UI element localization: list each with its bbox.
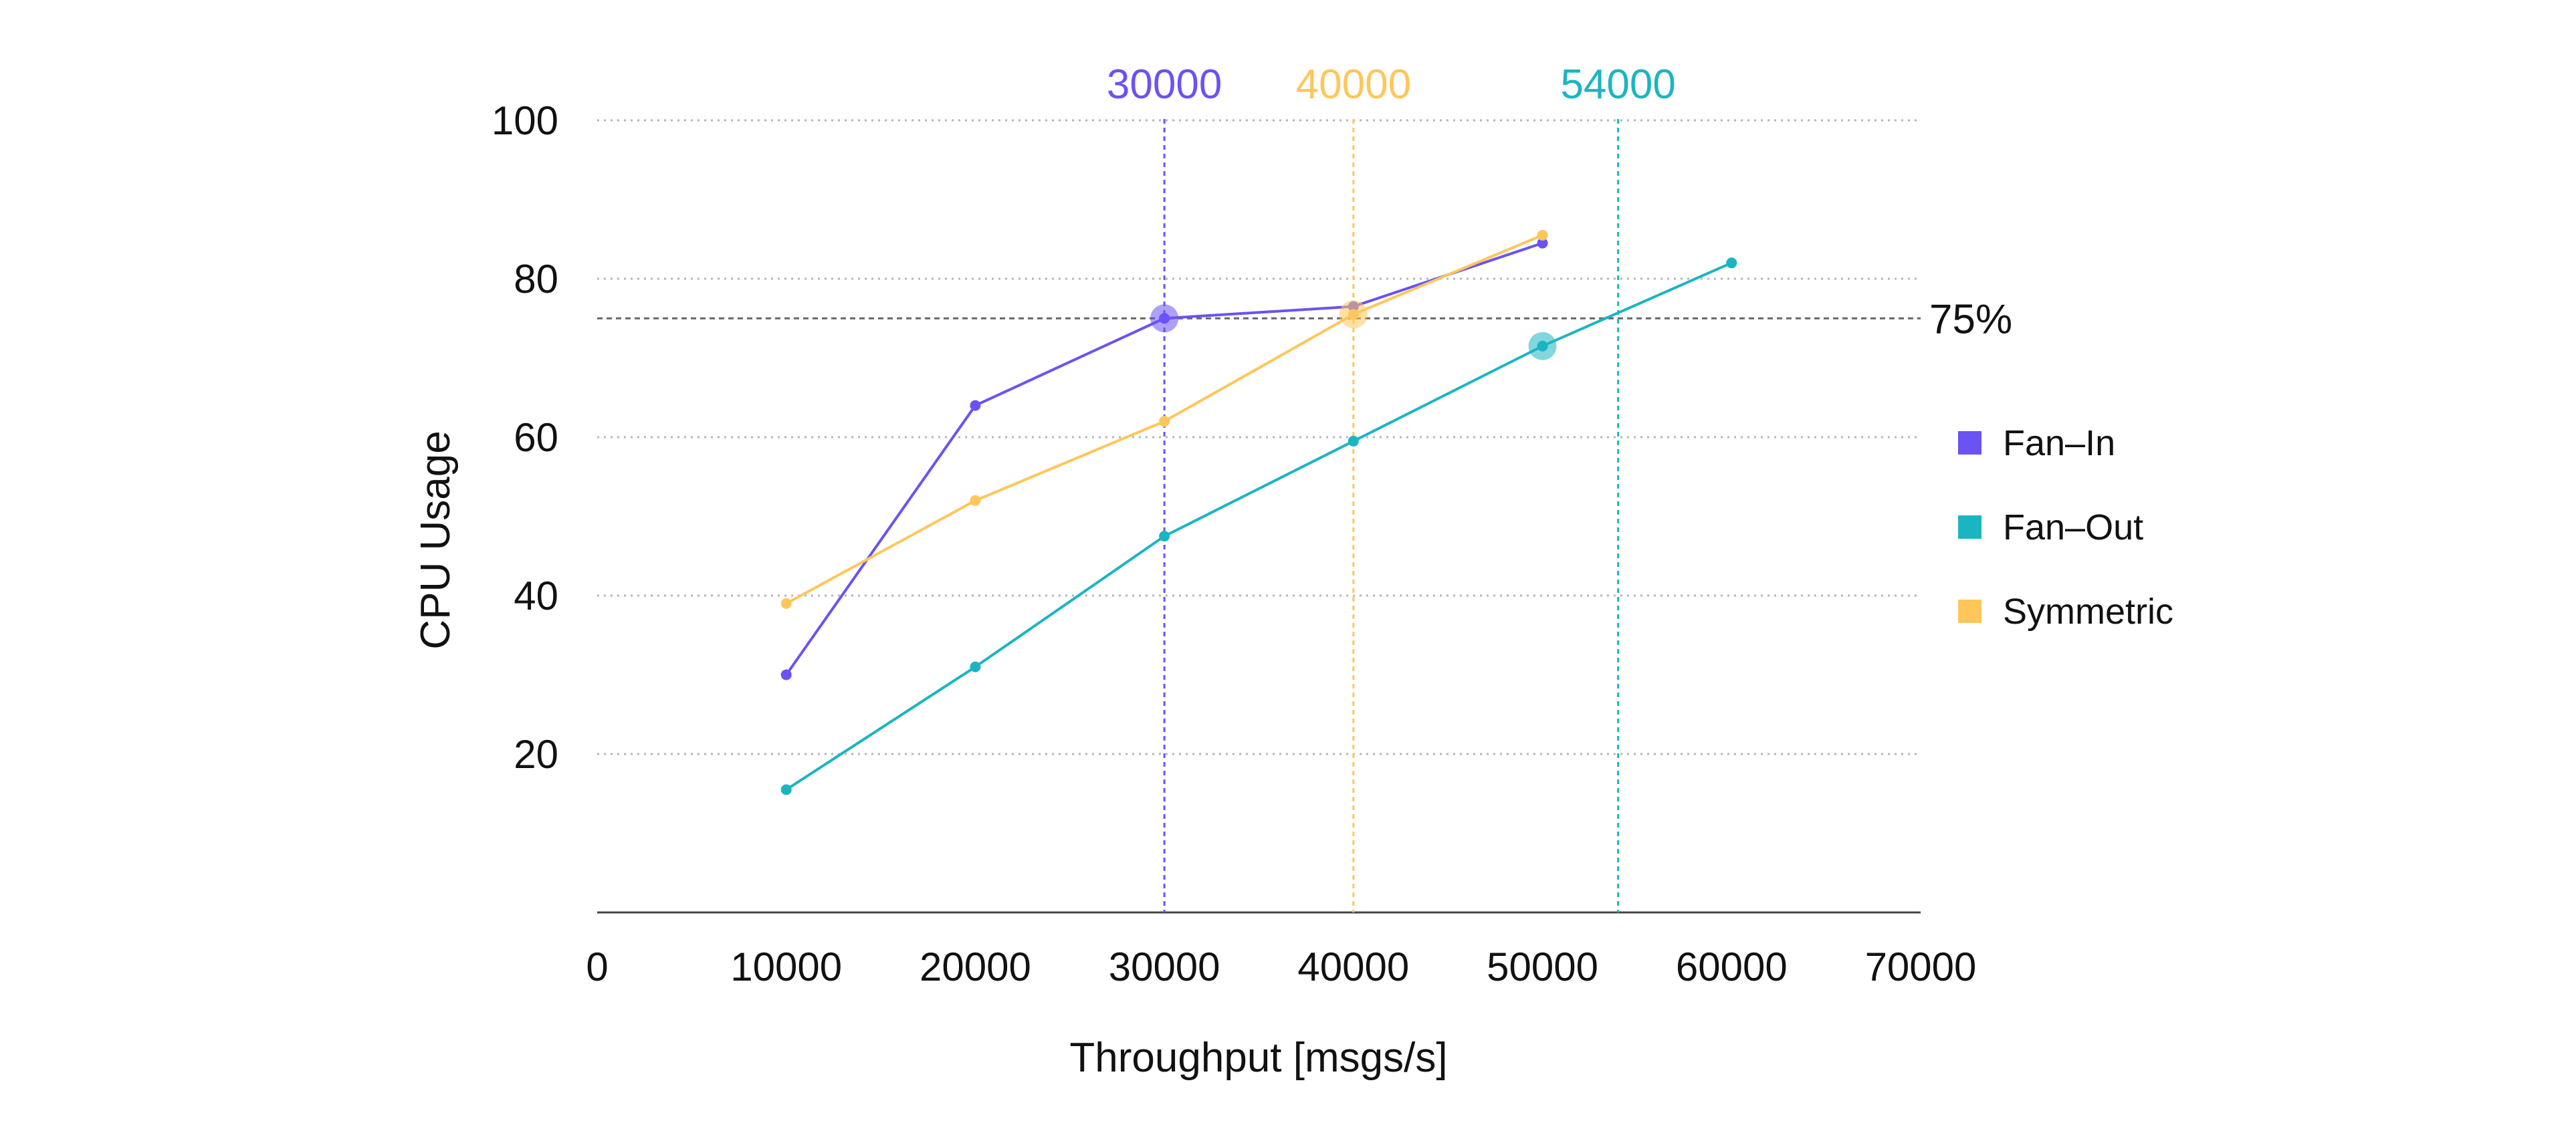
data-point bbox=[780, 598, 792, 609]
y-tick-label: 80 bbox=[514, 257, 558, 301]
grid-layer bbox=[597, 119, 1921, 755]
series-line bbox=[784, 261, 1733, 791]
y-tick-label: 60 bbox=[514, 415, 558, 460]
highlight-point bbox=[1150, 304, 1179, 333]
reference-line-label: 30000 bbox=[1107, 61, 1222, 108]
data-point bbox=[1726, 257, 1737, 269]
data-point bbox=[1348, 435, 1359, 447]
highlight-point bbox=[1339, 300, 1368, 329]
legend-swatch bbox=[1958, 515, 1981, 539]
x-tick-label: 60000 bbox=[1676, 945, 1788, 989]
series-layer bbox=[780, 229, 1737, 795]
data-point bbox=[1537, 229, 1548, 241]
x-tick-labels: 0 10000 20000 30000 40000 50000 60000 70000 bbox=[586, 945, 1976, 989]
highlight-point bbox=[1528, 332, 1557, 360]
legend-swatch bbox=[1958, 431, 1981, 455]
data-point bbox=[1159, 531, 1170, 542]
x-axis-title: Throughput [msgs/s] bbox=[1069, 1035, 1447, 1081]
x-tick-label: 10000 bbox=[730, 945, 842, 989]
x-tick-label: 20000 bbox=[920, 945, 1031, 989]
data-point bbox=[780, 669, 792, 680]
data-point bbox=[1159, 416, 1170, 427]
legend-swatch bbox=[1958, 600, 1981, 623]
data-point bbox=[780, 784, 792, 795]
reference-lines: 75% 30000 40000 54000 bbox=[597, 61, 2012, 912]
reference-line-label: 54000 bbox=[1560, 61, 1675, 108]
y-axis-title: CPU Usage bbox=[413, 430, 459, 649]
legend: Fan–In Fan–Out Symmetric bbox=[1958, 423, 2173, 632]
reference-line-label: 40000 bbox=[1296, 61, 1411, 108]
threshold-label: 75% bbox=[1929, 296, 2012, 342]
y-tick-labels: 20 40 60 80 100 bbox=[492, 98, 558, 777]
y-tick-label: 20 bbox=[514, 732, 558, 777]
legend-label: Fan–In bbox=[2003, 423, 2115, 463]
data-point bbox=[970, 661, 981, 672]
series-fan-out bbox=[780, 257, 1737, 795]
data-point bbox=[1537, 237, 1548, 249]
x-tick-label: 40000 bbox=[1297, 945, 1409, 989]
x-tick-label: 30000 bbox=[1109, 945, 1220, 989]
y-tick-label: 40 bbox=[514, 574, 558, 618]
y-tick-label: 100 bbox=[492, 98, 558, 143]
legend-label: Fan–Out bbox=[2003, 507, 2143, 547]
data-point bbox=[970, 400, 981, 411]
legend-label: Symmetric bbox=[2003, 592, 2173, 632]
x-tick-label: 0 bbox=[586, 945, 608, 989]
data-point bbox=[970, 495, 981, 506]
x-tick-label: 50000 bbox=[1487, 945, 1598, 989]
x-tick-label: 70000 bbox=[1865, 945, 1977, 989]
highlight-points bbox=[1150, 300, 1557, 360]
